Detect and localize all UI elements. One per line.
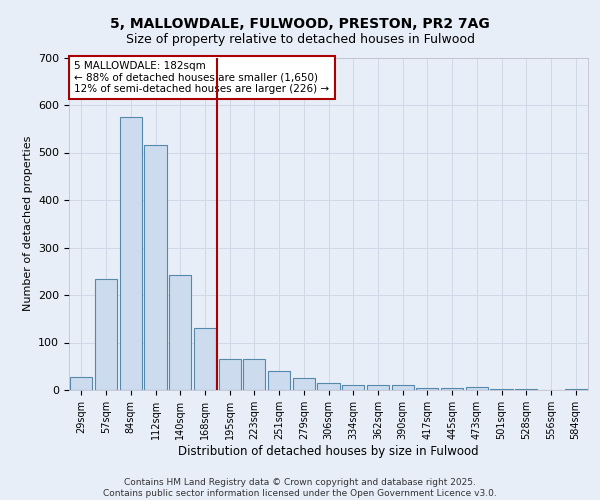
- Bar: [268, 371, 290, 390]
- Bar: [515, 389, 538, 390]
- Bar: [367, 385, 389, 390]
- Y-axis label: Number of detached properties: Number of detached properties: [23, 136, 32, 312]
- Text: 5, MALLOWDALE, FULWOOD, PRESTON, PR2 7AG: 5, MALLOWDALE, FULWOOD, PRESTON, PR2 7AG: [110, 18, 490, 32]
- Text: Contains HM Land Registry data © Crown copyright and database right 2025.
Contai: Contains HM Land Registry data © Crown c…: [103, 478, 497, 498]
- Bar: [490, 388, 512, 390]
- Bar: [145, 146, 167, 390]
- Bar: [218, 359, 241, 390]
- Bar: [342, 385, 364, 390]
- Text: 5 MALLOWDALE: 182sqm
← 88% of detached houses are smaller (1,650)
12% of semi-de: 5 MALLOWDALE: 182sqm ← 88% of detached h…: [74, 61, 329, 94]
- Bar: [243, 359, 265, 390]
- Bar: [317, 383, 340, 390]
- Bar: [293, 378, 315, 390]
- Bar: [95, 279, 117, 390]
- Text: Size of property relative to detached houses in Fulwood: Size of property relative to detached ho…: [125, 32, 475, 46]
- Bar: [416, 388, 439, 390]
- Bar: [565, 388, 587, 390]
- X-axis label: Distribution of detached houses by size in Fulwood: Distribution of detached houses by size …: [178, 444, 479, 458]
- Bar: [466, 386, 488, 390]
- Bar: [70, 376, 92, 390]
- Bar: [441, 388, 463, 390]
- Bar: [392, 385, 414, 390]
- Bar: [169, 275, 191, 390]
- Bar: [119, 117, 142, 390]
- Bar: [194, 328, 216, 390]
